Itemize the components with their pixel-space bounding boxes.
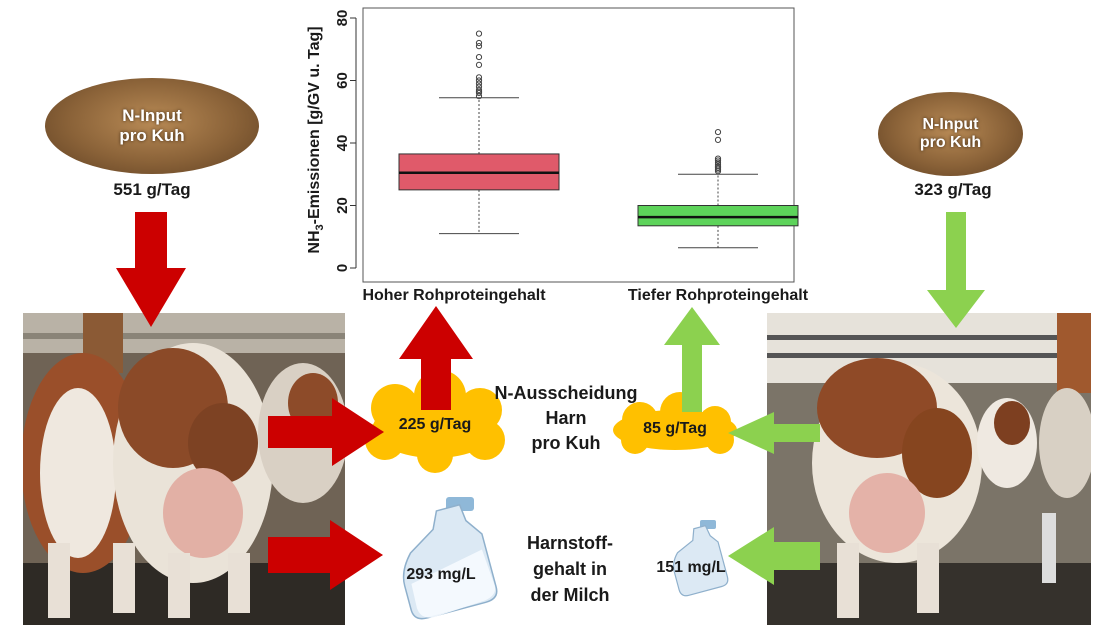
milk-bottle-small-icon bbox=[673, 520, 729, 597]
y-tick-label-0: 0 bbox=[334, 264, 351, 272]
box-1-outlier-9 bbox=[475, 61, 483, 68]
box-2-outlier-4 bbox=[714, 163, 722, 170]
left-urine-value: 225 g/Tag bbox=[398, 416, 472, 433]
right-feed-line1: N-Input bbox=[922, 116, 979, 133]
left-feed-image: N-Input pro Kuh bbox=[45, 78, 259, 174]
green-left-arrow-milk bbox=[728, 527, 820, 585]
box-1-outlier-13 bbox=[475, 30, 483, 37]
y-tick-label-20: 20 bbox=[334, 197, 351, 214]
left-cow-photo bbox=[23, 313, 345, 625]
right-urine-value: 85 g/Tag bbox=[643, 420, 707, 437]
box-2-outlier-7 bbox=[714, 157, 722, 164]
box-2-outlier-9 bbox=[714, 136, 722, 143]
right-milk-value: 151 mg/L bbox=[656, 559, 726, 576]
green-left-arrow-urine bbox=[728, 412, 820, 454]
y-axis-label: NH3-Emissionen [g/GV u. Tag] bbox=[306, 26, 326, 253]
left-feed-line2: pro Kuh bbox=[119, 126, 185, 145]
green-up-arrow bbox=[664, 307, 720, 412]
x-category-label-1: Hoher Rohproteingehalt bbox=[362, 287, 546, 304]
box-1-outlier-11 bbox=[475, 43, 483, 50]
right-input-value: 323 g/Tag bbox=[914, 180, 992, 199]
plot-frame bbox=[362, 7, 795, 283]
milk-bottle-large-icon bbox=[402, 497, 498, 620]
box-1-outlier-8 bbox=[475, 74, 483, 81]
box-1-outlier-5 bbox=[475, 83, 483, 90]
box-1-outlier-12 bbox=[475, 39, 483, 47]
box-1-outlier-1 bbox=[475, 93, 483, 100]
milk-label-line1: Harnstoff- bbox=[527, 533, 613, 553]
y-axis-label-rest: -Emissionen [g/GV u. Tag] bbox=[306, 26, 323, 224]
nh3-boxplot-chart: NH3-Emissionen [g/GV u. Tag] 0 20 40 60 80 Ho… bbox=[306, 7, 808, 304]
milk-urea-label: Harnstoff- gehalt in der Milch bbox=[500, 530, 640, 608]
urine-excretion-label: N-Ausscheidung Harn pro Kuh bbox=[476, 381, 656, 456]
milk-label-line3: der Milch bbox=[530, 585, 610, 605]
urine-label-line3: pro Kuh bbox=[531, 433, 601, 453]
red-right-arrow-milk bbox=[268, 520, 383, 590]
red-right-arrow-urine bbox=[268, 398, 384, 466]
left-input-value: 551 g/Tag bbox=[113, 180, 191, 199]
green-down-arrow bbox=[927, 212, 985, 328]
y-axis-label-main: NH bbox=[306, 230, 323, 253]
milk-label-line2: gehalt in bbox=[532, 559, 607, 579]
box-2 bbox=[637, 205, 799, 227]
x-category-label-2: Tiefer Rohproteingehalt bbox=[628, 287, 808, 304]
box-2-outlier-8 bbox=[714, 155, 722, 162]
y-tick-label-80: 80 bbox=[334, 10, 351, 27]
box-1-outlier-4 bbox=[475, 86, 483, 93]
box-1-outlier-6 bbox=[475, 80, 483, 87]
box-1-outlier-10 bbox=[475, 53, 483, 61]
red-up-arrow bbox=[399, 306, 473, 410]
urine-label-line1: N-Ausscheidung bbox=[494, 383, 638, 403]
right-cow-photo bbox=[767, 313, 1091, 625]
left-milk-value: 293 mg/L bbox=[406, 566, 476, 583]
box-2-outlier-10 bbox=[714, 128, 722, 136]
right-feed-image: N-Input pro Kuh bbox=[878, 92, 1023, 176]
left-feed-line1: N-Input bbox=[122, 106, 182, 125]
y-tick-label-40: 40 bbox=[334, 135, 351, 152]
y-axis-label-sub: 3 bbox=[314, 224, 326, 230]
box-1-outlier-7 bbox=[475, 77, 483, 84]
y-tick-label-60: 60 bbox=[334, 72, 351, 89]
right-feed-line2: pro Kuh bbox=[919, 134, 982, 151]
red-down-arrow bbox=[116, 212, 186, 327]
urine-label-line2: Harn bbox=[545, 408, 587, 428]
box-2-outlier-6 bbox=[714, 159, 722, 166]
